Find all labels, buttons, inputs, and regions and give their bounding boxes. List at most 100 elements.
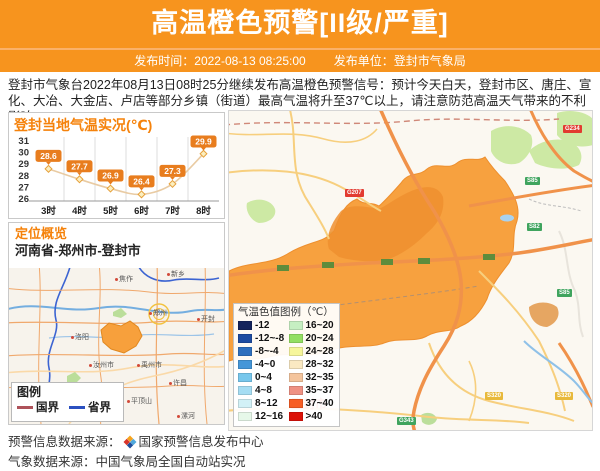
temp-legend-item: 28~32 [288, 358, 336, 371]
legend-color-swatch [288, 386, 303, 395]
temp-legend-item: >40 [288, 410, 336, 423]
legend-label: -12 [255, 320, 270, 331]
minimap-legend-rows: 国界 省界 [17, 399, 118, 415]
legend-label: 4~8 [255, 385, 272, 396]
minimap-city-label: 郑州 [149, 308, 167, 318]
road-badge: S85 [525, 177, 540, 185]
publish-time-label: 发布时间： [134, 54, 195, 68]
svg-text:28.6: 28.6 [40, 151, 57, 161]
page-title: 高温橙色预警[II级/严重] [151, 8, 449, 38]
road-badge: G343 [397, 417, 416, 425]
road-badge: S82 [527, 223, 542, 231]
legend-label: 省界 [88, 402, 111, 414]
legend-label: 20~24 [305, 333, 334, 344]
temp-legend-item: 32~35 [288, 371, 336, 384]
legend-label: -4~0 [255, 359, 276, 370]
legend-label: 国界 [36, 402, 59, 414]
legend-color-swatch [288, 360, 303, 369]
weather-source-line: 气象数据来源：中国气象局全国自动站实况 [8, 455, 246, 469]
temp-legend-item: 16~20 [288, 319, 336, 332]
temp-legend-items: -12 -12~-8 -8~-4 -4~0 0~4 4~8 8~12 12~16 16~20 20… [238, 319, 335, 423]
legend-color-swatch [238, 347, 252, 356]
svg-text:27.7: 27.7 [71, 161, 88, 171]
legend-color-swatch [238, 334, 252, 343]
svg-text:26.4: 26.4 [133, 176, 150, 186]
data-sources: 预警信息数据来源： 国家预警信息发布中心 气象数据来源：中国气象局全国自动站实况 [8, 432, 592, 471]
legend-label: 37~40 [305, 398, 334, 409]
nwc-logo-icon [123, 435, 137, 449]
temp-legend-item: 12~16 [238, 410, 285, 423]
road-badge: S85 [557, 289, 572, 297]
legend-label: 35~37 [305, 385, 334, 396]
page-header: 高温橙色预警[II级/严重] [0, 0, 600, 48]
legend-label: 24~28 [305, 346, 334, 357]
svg-text:31: 31 [18, 136, 29, 147]
svg-text:7时: 7时 [165, 205, 180, 217]
temp-legend-item: 37~40 [288, 397, 336, 410]
legend-label: 32~35 [305, 372, 334, 383]
location-panel: 定位概览 河南省-郑州市-登封市 [8, 222, 225, 425]
temperature-chart-panel: 登封当地气温实况(℃) 26 27 28 29 30 31 3时 4时 5时 6时 7时 8时 28.6… [8, 112, 225, 219]
legend-label: 0~4 [255, 372, 272, 383]
minimap-city-label: 禹州市 [137, 360, 162, 370]
road-badge: S320 [485, 392, 504, 400]
minimap-city-label: 开封 [197, 314, 215, 324]
minimap-city-label: 焦作 [115, 274, 133, 284]
legend-color-swatch [238, 399, 252, 408]
svg-text:3时: 3时 [41, 205, 56, 217]
minimap-legend: 图例 国界 省界 [11, 382, 124, 422]
temp-legend-item: -12~-8 [238, 332, 285, 345]
temp-legend-item: 24~28 [288, 345, 336, 358]
header-divider [0, 48, 600, 50]
minimap-city-label: 新乡 [167, 269, 185, 279]
legend-label: 16~20 [305, 320, 334, 331]
legend-line-swatch [17, 405, 33, 409]
temperature-legend: 气温色值图例（℃） -12 -12~-8 -8~-4 -4~0 0~4 4~8 8~12 12… [233, 303, 340, 427]
temp-legend-item: -12 [238, 319, 285, 332]
temperature-legend-title: 气温色值图例（℃） [238, 306, 334, 318]
legend-color-swatch [288, 321, 303, 330]
svg-text:27.3: 27.3 [164, 166, 181, 176]
legend-color-swatch [288, 399, 303, 408]
warning-source-name: 国家预警信息发布中心 [138, 435, 264, 449]
temperature-map[interactable]: G207 G234 S85 S82 S85 S320 S320 G343 登封市… [228, 110, 593, 431]
chart-title: 登封当地气温实况(℃) [14, 117, 153, 133]
minimap-city-label: 汝州市 [89, 360, 114, 370]
minimap-city-label: 平顶山 [127, 396, 152, 406]
temp-legend-item: 8~12 [238, 397, 285, 410]
legend-label: 8~12 [255, 398, 278, 409]
legend-color-swatch [288, 412, 303, 421]
temp-legend-item: 20~24 [288, 332, 336, 345]
minimap-legend-item: 省界 [69, 399, 111, 415]
temp-legend-item: -4~0 [238, 358, 285, 371]
road-badge: G207 [345, 189, 364, 197]
svg-text:8时: 8时 [196, 205, 211, 217]
overview-minimap[interactable]: 焦作 新乡 郑州 开封 洛阳 汝州市 禹州市 许昌 平顶山 漯河 图例 国界 省界 [9, 268, 224, 424]
legend-color-swatch [238, 373, 252, 382]
svg-text:26.9: 26.9 [102, 171, 119, 181]
svg-text:29.9: 29.9 [195, 137, 212, 147]
location-breadcrumb: 河南省-郑州市-登封市 [15, 243, 141, 258]
legend-label: -12~-8 [255, 333, 285, 344]
legend-label: >40 [305, 411, 323, 422]
legend-color-swatch [238, 386, 252, 395]
legend-label: -8~-4 [255, 346, 279, 357]
temp-legend-item: 35~37 [288, 384, 336, 397]
svg-text:28: 28 [18, 171, 29, 182]
warning-source-label: 预警信息数据来源： [8, 435, 121, 449]
legend-color-swatch [238, 412, 252, 421]
minimap-legend-item: 国界 [17, 399, 59, 415]
minimap-city-label: 漯河 [177, 411, 195, 421]
legend-label: 12~16 [255, 411, 284, 422]
minimap-legend-title: 图例 [17, 385, 42, 399]
legend-color-swatch [238, 360, 252, 369]
publish-time-value: 2022-08-13 08:25:00 [194, 54, 306, 68]
location-title: 定位概览 [15, 226, 68, 241]
temp-legend-item: 4~8 [238, 384, 285, 397]
svg-text:6时: 6时 [134, 205, 149, 217]
svg-text:26: 26 [18, 194, 29, 205]
legend-color-swatch [288, 373, 303, 382]
temp-legend-item: 0~4 [238, 371, 285, 384]
svg-text:5时: 5时 [103, 205, 118, 217]
